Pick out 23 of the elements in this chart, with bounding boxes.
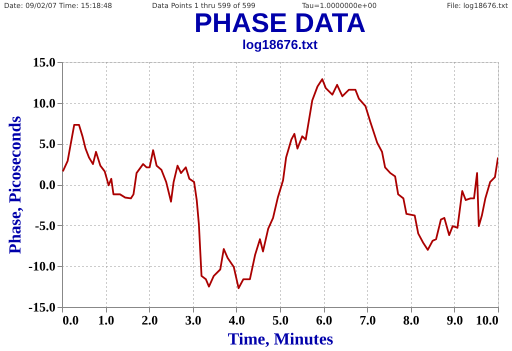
x-tick-label: 9.0 <box>446 312 464 328</box>
y-tick-label: -15.0 <box>28 300 56 314</box>
x-tick-label: 6.0 <box>316 312 332 328</box>
y-tick-label: 10.0 <box>32 95 56 110</box>
x-axis-title: Time, Minutes <box>228 330 334 348</box>
y-tick-label: -5.0 <box>34 218 56 233</box>
x-tick-label: 5.0 <box>272 312 289 328</box>
y-tick-label: -10.0 <box>28 258 56 274</box>
x-tick-label: 10.0 <box>476 312 498 328</box>
x-tick-label: 4.0 <box>228 312 246 328</box>
x-tick-label: 0.0 <box>62 312 79 328</box>
y-tick-label: 0.0 <box>39 177 56 192</box>
y-tick-label: 15.0 <box>32 54 56 70</box>
y-tick-label: 5.0 <box>39 136 56 152</box>
x-tick-label: 8.0 <box>403 312 420 328</box>
x-tick-label: 1.0 <box>98 312 114 328</box>
x-tick-label: 7.0 <box>360 312 376 328</box>
y-axis-title: Phase, Picoseconds <box>5 116 24 254</box>
chart-subtitle: log18676.txt <box>242 37 318 52</box>
x-tick-label: 3.0 <box>185 312 202 328</box>
chart-title: PHASE DATA <box>194 8 366 38</box>
x-tick-label: 2.0 <box>142 312 158 328</box>
line-series <box>62 78 498 290</box>
